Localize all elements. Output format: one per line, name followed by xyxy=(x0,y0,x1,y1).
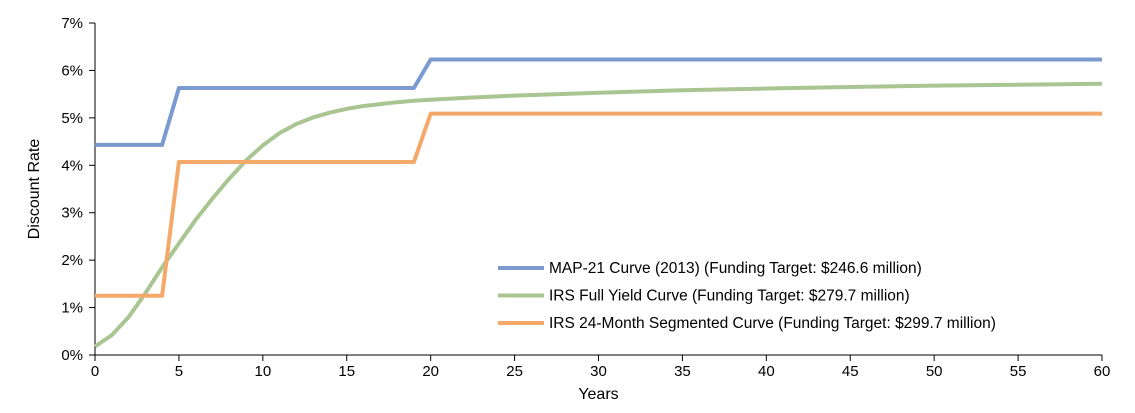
y-axis: 0% 1% 2% 3% 4% 5% 6% 7% xyxy=(61,15,96,364)
x-tick-label: 35 xyxy=(674,363,691,380)
y-tick-label: 2% xyxy=(61,252,83,269)
legend-label: IRS Full Yield Curve (Funding Target: $2… xyxy=(549,288,910,305)
x-tick-label: 5 xyxy=(175,363,183,380)
legend-label: MAP-21 Curve (2013) (Funding Target: $24… xyxy=(549,260,922,277)
y-axis-title: Discount Rate xyxy=(26,139,43,240)
legend: MAP-21 Curve (2013) (Funding Target: $24… xyxy=(498,260,996,332)
x-tick-label: 20 xyxy=(422,363,439,380)
y-tick-label: 4% xyxy=(61,157,83,174)
x-tick-label: 40 xyxy=(758,363,775,380)
x-tick-label: 15 xyxy=(338,363,355,380)
y-tick-label: 0% xyxy=(61,347,83,364)
x-tick-label: 0 xyxy=(91,363,99,380)
y-tick-label: 6% xyxy=(61,62,83,79)
series-line-2 xyxy=(93,81,1103,349)
x-tick-label: 45 xyxy=(842,363,859,380)
series-line-1 xyxy=(95,57,1102,147)
y-tick-label: 7% xyxy=(61,15,83,32)
x-axis-title: Years xyxy=(578,386,618,403)
y-tick-label: 5% xyxy=(61,110,83,127)
x-tick-label: 10 xyxy=(254,363,271,380)
series-line-3 xyxy=(95,111,1102,298)
y-tick-label: 3% xyxy=(61,205,83,222)
x-tick-label: 55 xyxy=(1010,363,1027,380)
x-tick-label: 50 xyxy=(926,363,943,380)
y-tick-label: 1% xyxy=(61,300,83,317)
legend-label: IRS 24-Month Segmented Curve (Funding Ta… xyxy=(549,315,996,332)
x-tick-label: 60 xyxy=(1094,363,1111,380)
plot-series xyxy=(93,57,1103,349)
x-axis: 0 5 10 15 20 25 30 35 40 45 50 55 60 xyxy=(91,354,1111,380)
x-tick-label: 25 xyxy=(506,363,523,380)
x-tick-label: 30 xyxy=(590,363,607,380)
